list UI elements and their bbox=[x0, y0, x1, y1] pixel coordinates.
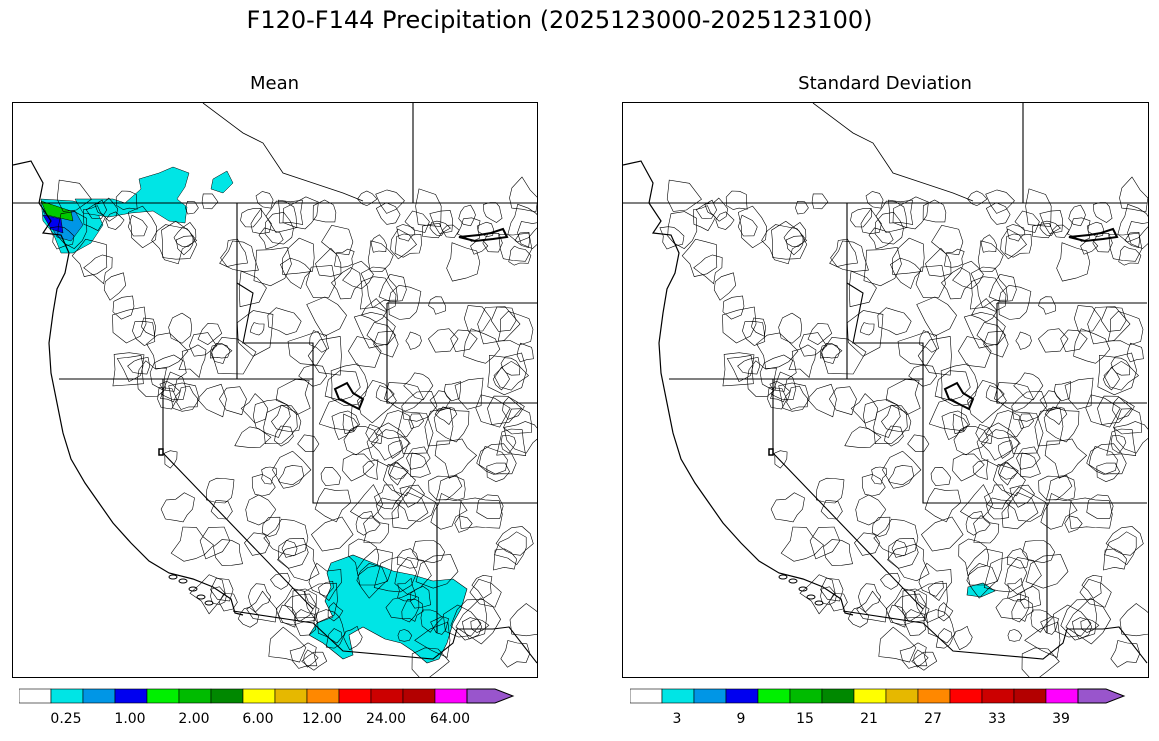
colorbar-swatch bbox=[1077, 688, 1126, 704]
colorbar-swatch bbox=[338, 688, 372, 704]
colorbar-swatch bbox=[661, 688, 695, 704]
colorbar-tick-label: 39 bbox=[1052, 711, 1070, 727]
lake-tahoe bbox=[158, 448, 164, 456]
precip-region-idaho-patch bbox=[210, 170, 234, 194]
colorbar-tick-label: 6.00 bbox=[242, 711, 274, 727]
colorbar-tick-label: 2.00 bbox=[178, 711, 210, 727]
colorbar-tick-label: 0.25 bbox=[50, 711, 82, 727]
channel-island bbox=[798, 586, 808, 592]
colorbar-tick-label: 64.00 bbox=[429, 711, 471, 727]
colorbar-tick-label: 9 bbox=[736, 711, 746, 727]
colorbar-swatch bbox=[306, 688, 340, 704]
channel-island bbox=[168, 574, 178, 580]
state-borders bbox=[13, 103, 537, 664]
colorbar-swatch bbox=[434, 688, 468, 704]
mean-map bbox=[12, 102, 538, 678]
colorbar-swatch bbox=[693, 688, 727, 704]
colorbar-tick-label: 1.00 bbox=[114, 711, 146, 727]
colorbar-swatch bbox=[82, 688, 116, 704]
colorbar-tick-label: 12.00 bbox=[301, 711, 343, 727]
figure-title: F120-F144 Precipitation (2025123000-2025… bbox=[246, 6, 873, 34]
precip-region-arizona-small bbox=[966, 582, 996, 598]
stddev-colorbar bbox=[630, 688, 1126, 704]
colorbar-swatch bbox=[630, 688, 663, 704]
colorbar-swatch bbox=[949, 688, 983, 704]
colorbar-swatch bbox=[50, 688, 84, 704]
colorbar-swatch bbox=[853, 688, 887, 704]
stddev-map bbox=[622, 102, 1149, 678]
colorbar-tick-label: 33 bbox=[988, 711, 1006, 727]
great-salt-lake bbox=[333, 381, 365, 411]
precip-region-wa-green bbox=[40, 200, 74, 222]
colorbar-swatch bbox=[789, 688, 823, 704]
colorbar-tick-label: 24.00 bbox=[365, 711, 407, 727]
great-salt-lake bbox=[943, 381, 975, 411]
channel-island bbox=[778, 574, 788, 580]
canada-coast bbox=[812, 103, 974, 202]
colorbar-swatch bbox=[114, 688, 148, 704]
lake-tahoe bbox=[768, 448, 774, 456]
basin-boundaries bbox=[49, 176, 537, 677]
colorbar-swatch bbox=[1013, 688, 1047, 704]
colorbar-swatch bbox=[885, 688, 919, 704]
channel-island bbox=[188, 586, 198, 592]
channel-island bbox=[814, 600, 824, 606]
channel-island bbox=[196, 594, 206, 600]
channel-island bbox=[204, 600, 214, 606]
colorbar-tick-label: 27 bbox=[924, 711, 942, 727]
coastline bbox=[13, 160, 244, 616]
colorbar-tick-label: 21 bbox=[860, 711, 878, 727]
canada-coast bbox=[202, 103, 364, 202]
colorbar-swatch bbox=[370, 688, 404, 704]
precip-region-arizona bbox=[308, 554, 468, 664]
colorbar-swatch bbox=[466, 688, 515, 704]
stddev-panel-title: Standard Deviation bbox=[798, 73, 972, 94]
colorbar-swatch bbox=[725, 688, 759, 704]
colorbar-swatch bbox=[274, 688, 308, 704]
colorbar-swatch bbox=[981, 688, 1015, 704]
channel-island bbox=[806, 594, 816, 600]
lake-winnipeg-edge bbox=[1068, 227, 1119, 243]
colorbar-tick-label: 3 bbox=[672, 711, 682, 727]
colorbar-tick-label: 15 bbox=[796, 711, 814, 727]
lake-winnipeg-edge bbox=[458, 227, 509, 243]
mean-colorbar bbox=[19, 688, 515, 704]
colorbar-swatch bbox=[19, 688, 52, 704]
colorbar-swatch bbox=[917, 688, 951, 704]
colorbar-swatch bbox=[402, 688, 436, 704]
colorbar-swatch bbox=[1045, 688, 1079, 704]
state-borders bbox=[623, 103, 1148, 664]
colorbar-swatch bbox=[757, 688, 791, 704]
channel-island bbox=[178, 578, 188, 584]
channel-island bbox=[788, 578, 798, 584]
colorbar-swatch bbox=[210, 688, 244, 704]
basin-boundaries bbox=[659, 176, 1148, 677]
coastline bbox=[623, 160, 854, 616]
colorbar-swatch bbox=[821, 688, 855, 704]
colorbar-swatch bbox=[178, 688, 212, 704]
precip-region-north-cascades bbox=[74, 166, 190, 224]
colorbar-swatch bbox=[242, 688, 276, 704]
mean-panel-title: Mean bbox=[249, 73, 300, 94]
colorbar-swatch bbox=[146, 688, 180, 704]
